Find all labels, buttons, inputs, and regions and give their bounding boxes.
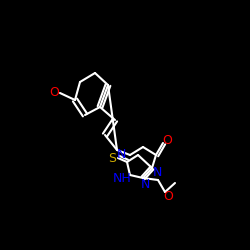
Text: O: O — [163, 190, 173, 202]
Text: N: N — [116, 148, 126, 162]
Text: NH: NH — [112, 172, 132, 184]
Text: O: O — [49, 86, 59, 98]
Text: N: N — [152, 166, 162, 178]
Text: O: O — [162, 134, 172, 146]
Text: N: N — [140, 178, 150, 192]
Text: S: S — [108, 152, 116, 164]
